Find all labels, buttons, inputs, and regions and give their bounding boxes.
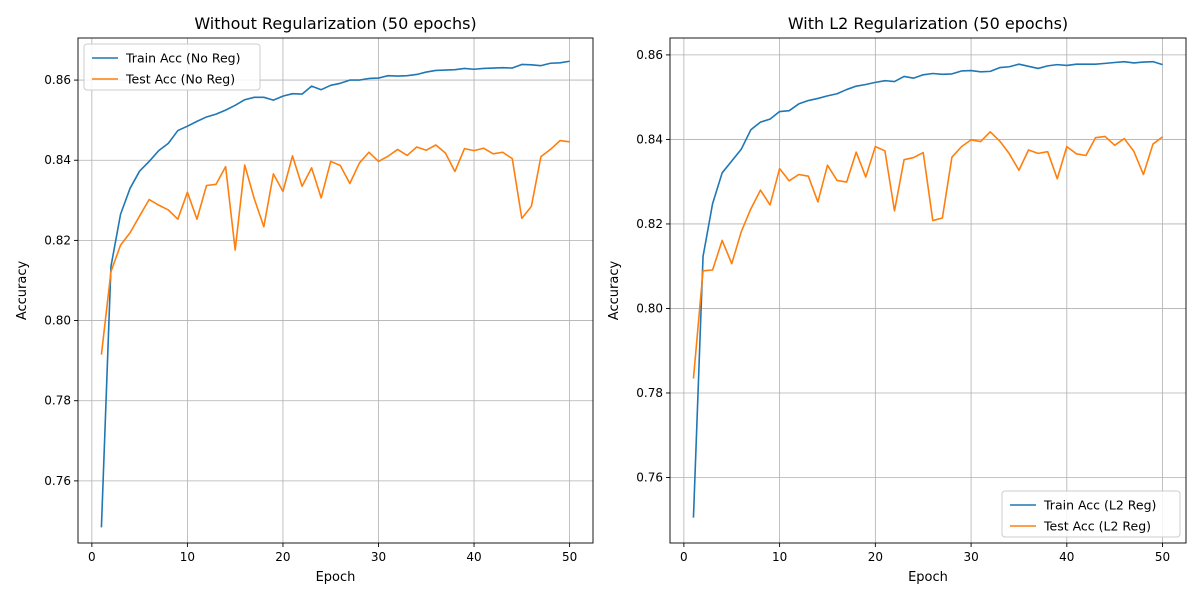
- x-tick-label: 0: [88, 550, 96, 564]
- chart-title: Without Regularization (50 epochs): [194, 14, 476, 33]
- x-tick-label: 20: [275, 550, 290, 564]
- y-tick-label: 0.82: [44, 233, 71, 247]
- y-tick-label: 0.86: [636, 48, 663, 62]
- x-axis-label: Epoch: [316, 570, 356, 585]
- series-line-test: [692, 131, 1164, 379]
- x-tick-label: 50: [562, 550, 577, 564]
- series-line-train: [100, 60, 570, 528]
- series-line-train: [692, 60, 1163, 518]
- x-tick-label: 30: [371, 550, 386, 564]
- series-line-test: [100, 139, 570, 355]
- y-axis-label: Accuracy: [15, 261, 30, 321]
- legend: Train Acc (No Reg) Test Acc (No Reg): [83, 43, 261, 91]
- y-tick-label: 0.80: [44, 314, 71, 328]
- legend-box: [83, 43, 261, 91]
- y-tick-label: 0.80: [636, 301, 663, 315]
- y-axis-label: Accuracy: [607, 261, 622, 321]
- legend: Train Acc (L2 Reg) Test Acc (L2 Reg): [1001, 490, 1181, 538]
- y-tick-label: 0.84: [636, 132, 663, 146]
- x-tick-label: 0: [680, 550, 688, 564]
- y-tick-label: 0.86: [44, 73, 71, 87]
- legend-box: [1001, 490, 1181, 538]
- x-tick-label: 50: [1155, 550, 1170, 564]
- chart-panel-2: 0 10 20 30 40 50 0.76 0.78 0.80 0.82 0.84 0.86 With …: [607, 14, 1187, 585]
- legend-label: Train Acc (No Reg): [125, 51, 241, 66]
- y-tick-label: 0.76: [44, 474, 71, 488]
- legend-label: Test Acc (No Reg): [125, 72, 235, 87]
- legend-label: Test Acc (L2 Reg): [1043, 519, 1151, 534]
- x-tick-label: 40: [466, 550, 481, 564]
- y-tick-label: 0.78: [44, 394, 71, 408]
- x-tick-label: 10: [772, 550, 787, 564]
- chart-panel-1: 0 10 20 30 40 50 0.76 0.78 0.80 0.82 0.84 0.86 Witho…: [15, 14, 594, 585]
- plot-frame: [77, 37, 594, 544]
- chart-title: With L2 Regularization (50 epochs): [788, 14, 1068, 33]
- y-tick-label: 0.76: [636, 470, 663, 484]
- y-tick-label: 0.78: [636, 386, 663, 400]
- x-axis-label: Epoch: [908, 570, 948, 585]
- legend-label: Train Acc (L2 Reg): [1043, 498, 1156, 513]
- x-tick-label: 10: [180, 550, 195, 564]
- plot-frame: [669, 37, 1187, 544]
- x-tick-label: 20: [868, 550, 883, 564]
- x-tick-label: 40: [1059, 550, 1074, 564]
- y-tick-label: 0.82: [636, 217, 663, 231]
- y-tick-label: 0.84: [44, 153, 71, 167]
- x-tick-label: 30: [963, 550, 978, 564]
